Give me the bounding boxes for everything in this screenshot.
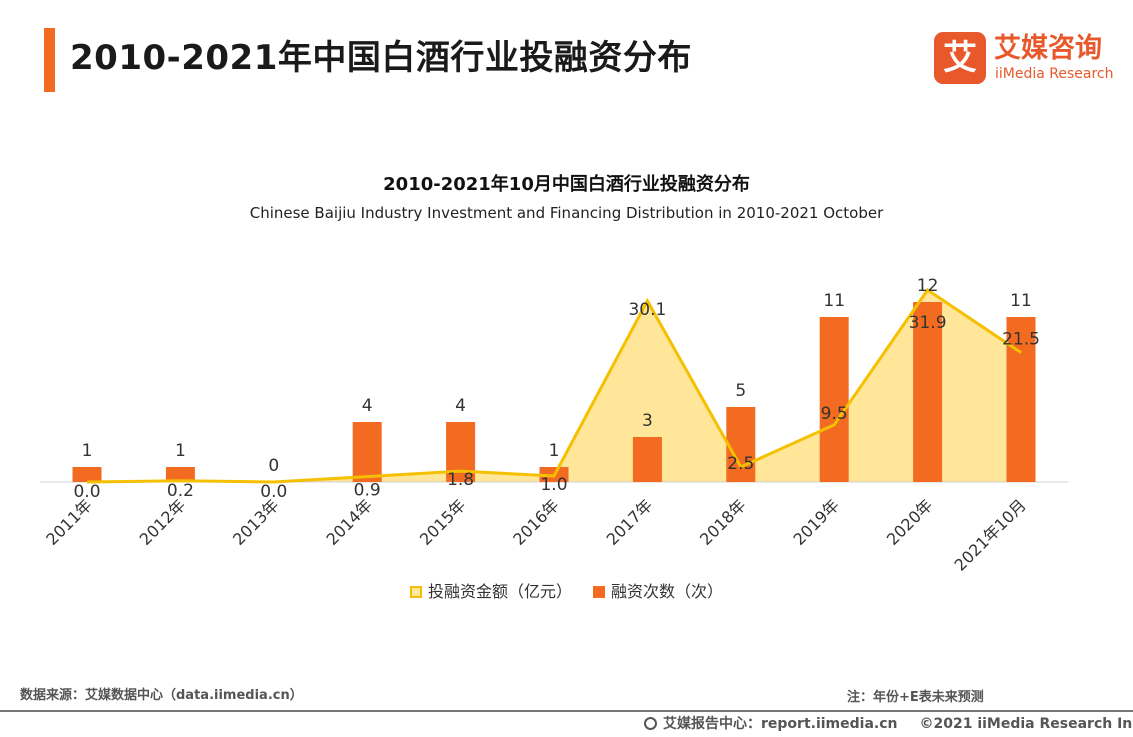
x-tick-label: 2012年 <box>136 495 190 549</box>
globe-icon <box>644 717 657 730</box>
bar-mark <box>726 407 756 482</box>
logo-icon: 艾 <box>934 32 986 84</box>
logo-text-en: iiMedia Research <box>995 66 1114 82</box>
bar-mark <box>632 437 662 482</box>
x-tick-label: 2011年 <box>42 495 96 549</box>
title-accent-bar <box>44 28 55 92</box>
bar-mark <box>352 422 382 482</box>
bar-data-label: 1 <box>549 441 560 461</box>
bar-mark <box>913 302 943 482</box>
chart-subtitle: Chinese Baijiu Industry Investment and F… <box>249 204 884 222</box>
bar-data-label: 5 <box>735 381 746 401</box>
area-data-label: 0.0 <box>73 482 100 502</box>
bar-data-label: 1 <box>175 441 186 461</box>
area-data-label: 0.0 <box>260 482 287 502</box>
area-data-label: 1.0 <box>540 475 567 495</box>
x-tick-label: 2019年 <box>789 495 843 549</box>
bar-data-label: 11 <box>1010 291 1032 311</box>
data-source: 数据来源：艾媒数据中心（data.iimedia.cn） <box>20 688 303 703</box>
chart-title: 2010-2021年10月中国白酒行业投融资分布 <box>383 174 750 195</box>
bar-mark <box>72 467 102 482</box>
area-data-label: 1.8 <box>447 470 474 490</box>
bar-data-label: 4 <box>362 396 373 416</box>
x-tick-label: 2021年10月 <box>951 495 1030 574</box>
footer: 艾媒报告中心：report.iimedia.cn ©2021 iiMedia Re… <box>644 713 1133 733</box>
area-data-label: 0.9 <box>354 481 381 501</box>
footer-report-link[interactable]: 艾媒报告中心：report.iimedia.cn <box>663 716 898 732</box>
bar-data-label: 3 <box>642 411 653 431</box>
area-data-label: 21.5 <box>1002 330 1040 350</box>
bar-mark <box>165 467 195 482</box>
legend-item-amount[interactable]: 投融资金额（亿元） <box>409 578 572 602</box>
area-data-label: 2.5 <box>727 454 754 474</box>
footer-divider <box>0 710 1133 712</box>
legend-label-amount: 投融资金额（亿元） <box>427 582 572 601</box>
x-tick-label: 2016年 <box>509 495 563 549</box>
bar-mark <box>819 317 849 482</box>
x-tick-label: 2018年 <box>696 495 750 549</box>
legend-item-count[interactable]: 融资次数（次） <box>593 578 723 602</box>
footer-copyright: ©2021 iiMedia Research Inc <box>919 716 1133 732</box>
chart-legend: 投融资金额（亿元） 融资次数（次） <box>0 578 1133 602</box>
logo-text-cn: 艾媒咨询 <box>994 33 1102 64</box>
area-data-label: 0.2 <box>167 481 194 501</box>
area-data-label: 31.9 <box>909 313 947 333</box>
area-line <box>86 287 1022 484</box>
area-data-label: 30.1 <box>628 300 666 320</box>
x-tick-label: 2020年 <box>883 495 937 549</box>
page-title: 2010-2021年中国白酒行业投融资分布 <box>70 38 692 78</box>
legend-area-swatch-icon <box>409 586 422 598</box>
x-tick-label: 2015年 <box>416 495 470 549</box>
bar-data-label: 1 <box>82 441 93 461</box>
x-tick-label: 2014年 <box>322 495 376 549</box>
x-tick-label: 2013年 <box>229 495 283 549</box>
legend-bar-swatch-icon <box>593 586 606 598</box>
forecast-note: 注：年份+E表未来预测 <box>847 690 984 705</box>
x-tick-label: 2017年 <box>603 495 657 549</box>
area-data-label: 9.5 <box>821 404 848 424</box>
legend-label-count: 融资次数（次） <box>611 582 724 601</box>
bar-data-label: 4 <box>455 396 466 416</box>
bar-data-label: 11 <box>823 291 845 311</box>
brand-logo[interactable]: 艾 艾媒咨询 iiMedia Research <box>934 32 1114 86</box>
bar-data-label: 12 <box>917 276 939 296</box>
bar-data-label: 0 <box>268 456 279 476</box>
